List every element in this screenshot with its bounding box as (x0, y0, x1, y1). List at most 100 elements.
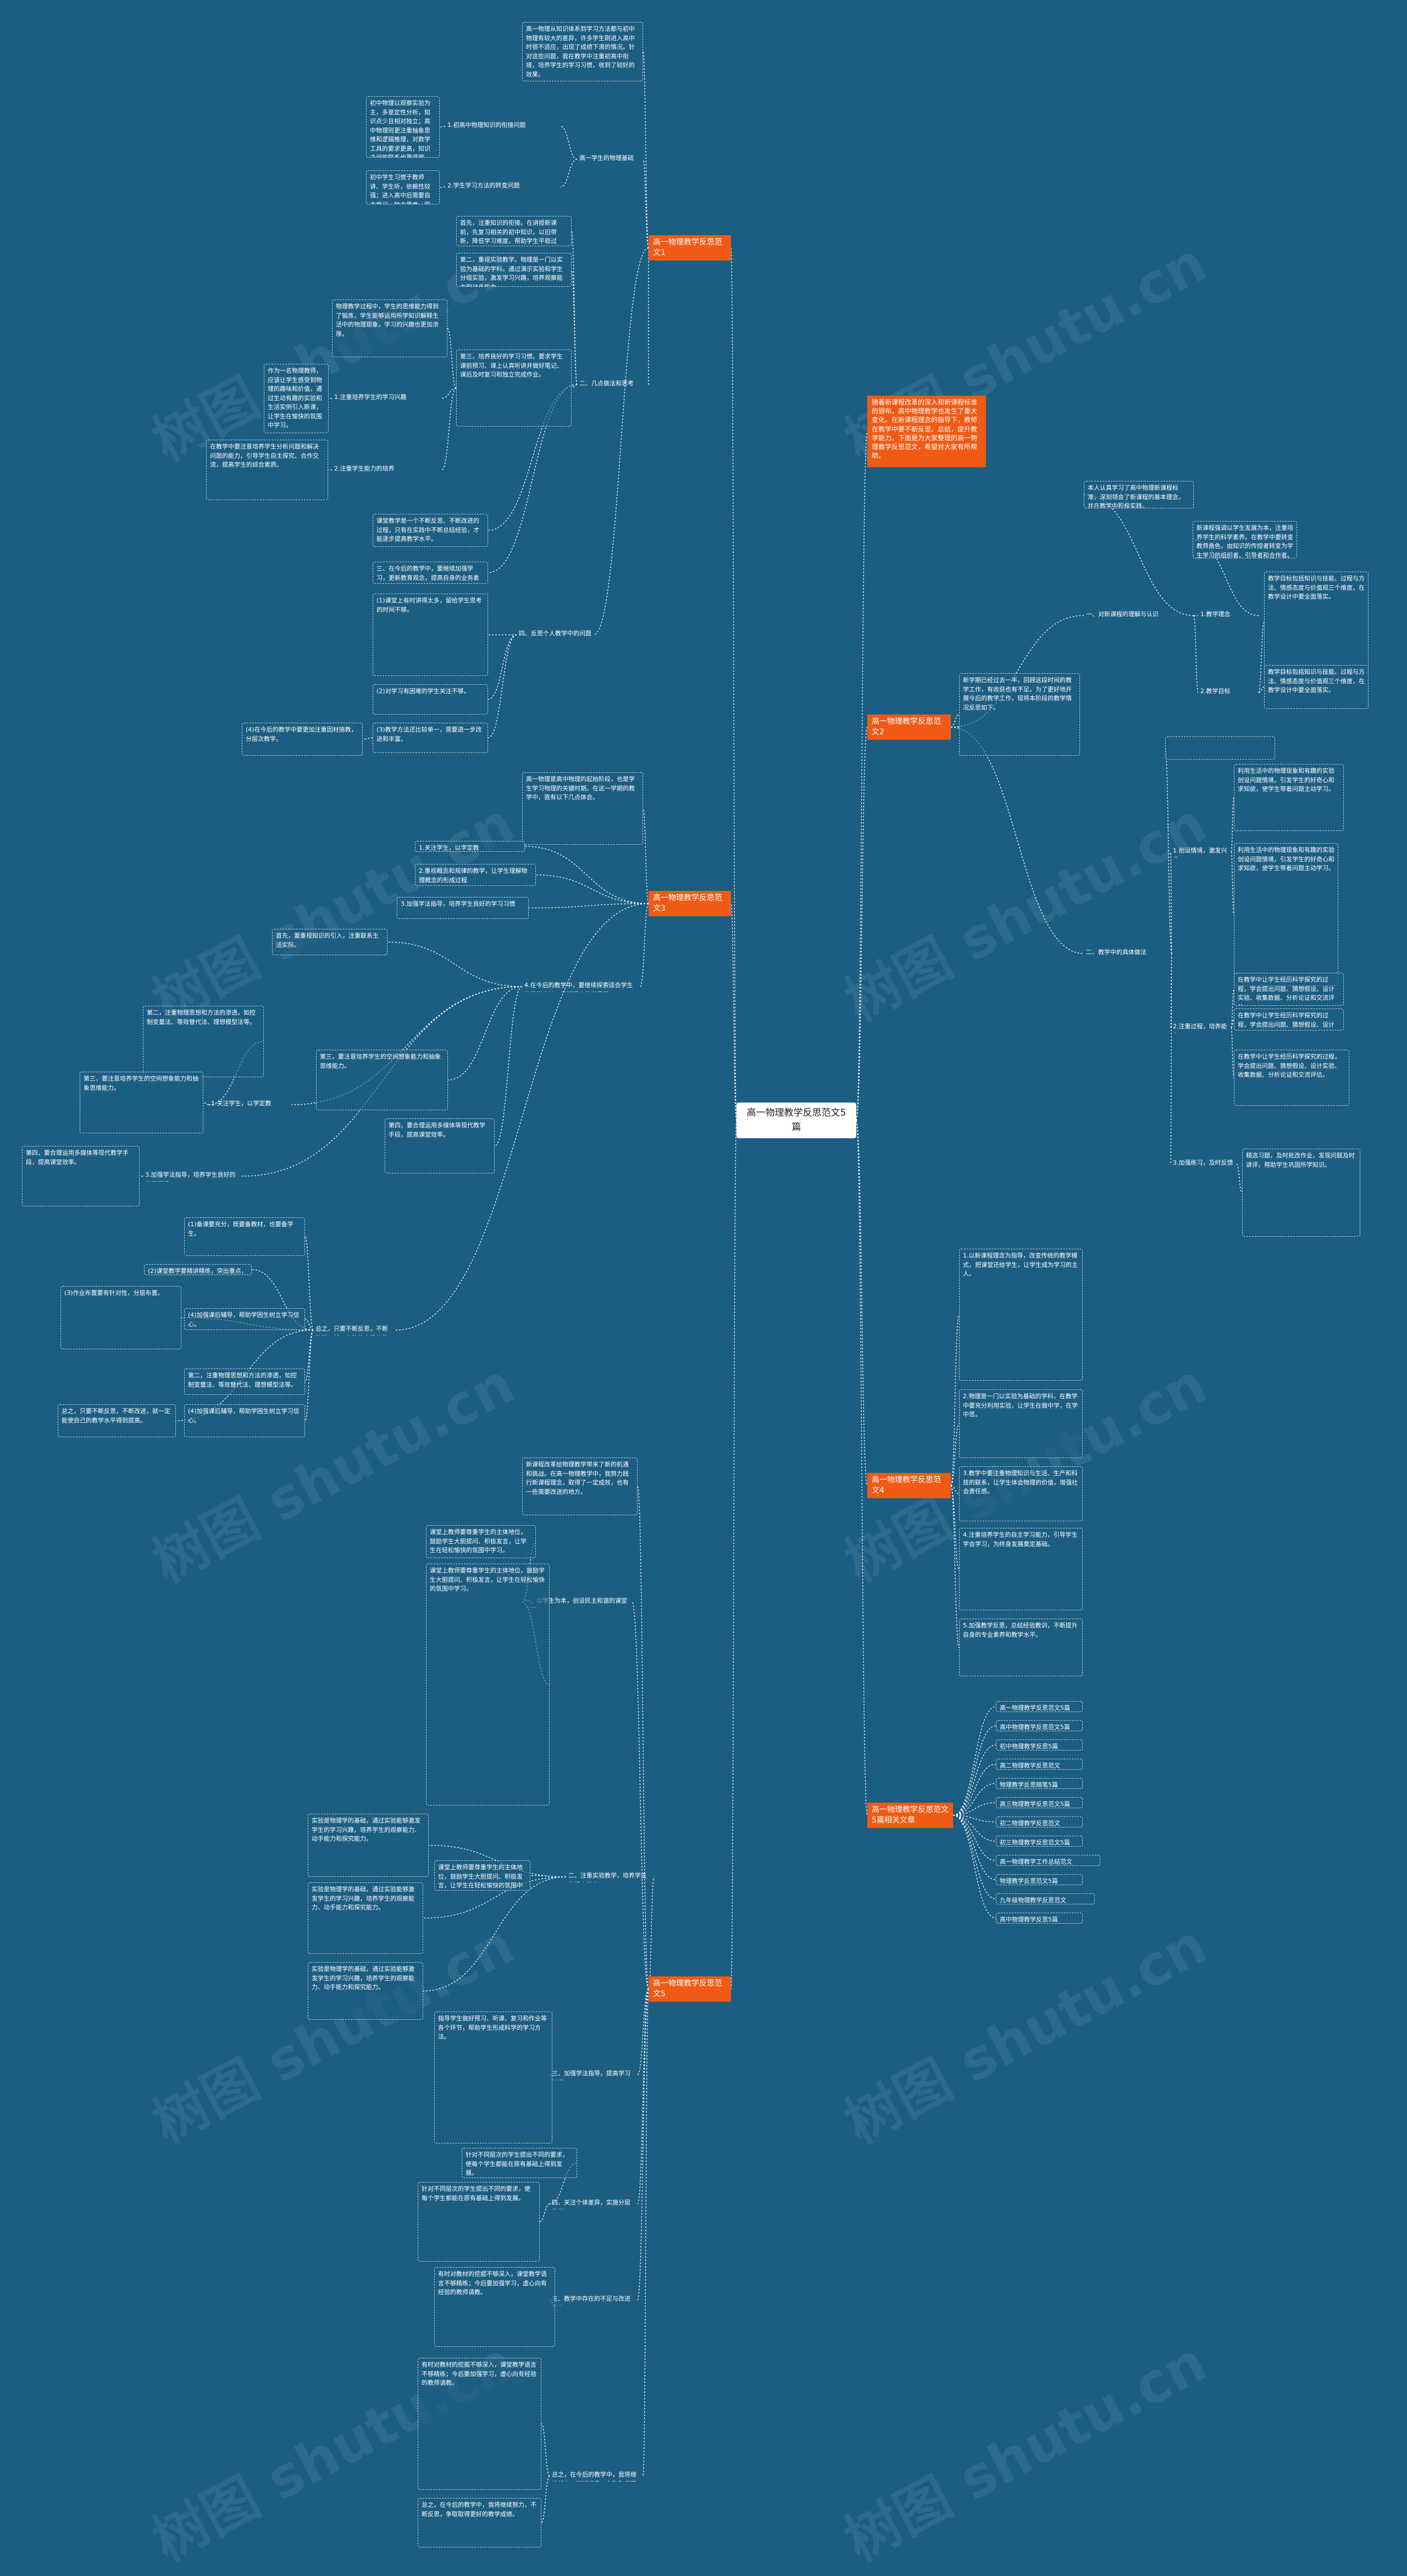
s3-end-2[interactable]: (4)加强课后辅导，帮助学困生树立学习信心。 (184, 1404, 305, 1437)
s2-heading-2-text[interactable]: 新课程强调以学生发展为本，注重培养学生的科学素养。在教学中要转变教师角色，由知识… (1193, 521, 1297, 558)
s1-branch-1[interactable]: 1.初高中物理知识的衔接问题 (447, 121, 526, 129)
s3-question-4[interactable]: 第四，要合理运用多媒体等现代教学手段，提高课堂效率。 (385, 1118, 495, 1173)
related-item[interactable]: 高一物理教学工作总结范文 (996, 1855, 1100, 1866)
s1-way-6[interactable]: 2.注重学生能力的培养 (334, 465, 395, 472)
s4-point-2[interactable]: 2.物理是一门以实验为基础的学科，在教学中要充分利用实验，让学生在做中学，在学中… (959, 1389, 1083, 1458)
s5-heading-2-text[interactable]: 实验是物理学的基础，通过实验能够激发学生的学习兴趣，培养学生的观察能力、动手能力… (308, 1814, 429, 1877)
s2-heading-4a-text[interactable]: 利用生活中的物理现象和有趣的实验创设问题情境，引发学生的好奇心和求知欲，使学生带… (1234, 764, 1344, 831)
s5-end-detail[interactable]: 总之，在今后的教学中，我将继续努力，不断反思，争取取得更好的教学成绩。 (418, 2498, 541, 2547)
s1-note-2[interactable]: 三、在今后的教学中，要继续加强学习，更新教育观念，提高自身的业务素质，努力使自己… (373, 562, 488, 584)
s1-branch-1-text[interactable]: 初中物理以观察实验为主，多是定性分析，知识点少且相对独立；高中物理则更注重抽象思… (366, 96, 440, 158)
s3-intro[interactable]: 高一物理是高中物理的起始阶段，也是学生学习物理的关键时期。在这一学期的教学中，我… (522, 772, 643, 845)
s5-heading-4-detail[interactable]: 针对不同层次的学生提出不同的要求，使每个学生都能在原有基础上得到发展。 (418, 2182, 540, 2262)
related-item[interactable]: 高中物理教学反思5篇 (996, 1913, 1083, 1924)
s2-heading-3-text[interactable]: 教学目标包括知识与技能、过程与方法、情感态度与价值观三个维度，在教学设计中要全面… (1264, 572, 1369, 673)
s3-point-1[interactable]: 1.关注学生，以学定教 (415, 841, 525, 852)
s5-end-text[interactable]: 有时对教材的挖掘不够深入，课堂教学语言不够精练；今后要加强学习，虚心向有经验的教… (418, 2358, 541, 2490)
s3-sub-2-text[interactable]: 第四，要合理运用多媒体等现代教学手段，提高课堂效率。 (22, 1146, 140, 1206)
s3-sub-1-text[interactable]: 第三，要注意培养学生的空间想象能力和抽象思维能力。 (80, 1072, 203, 1133)
related-item[interactable]: 物理教学反思范文5篇 (996, 1874, 1083, 1885)
s5-heading-4-text[interactable]: 针对不同层次的学生提出不同的要求，使每个学生都能在原有基础上得到发展。 (462, 2148, 577, 2178)
related-item[interactable]: 九年级物理教学反思范文 (996, 1893, 1095, 1904)
s2-heading-4c[interactable]: 3.加强练习，及时反馈 (1173, 1159, 1233, 1166)
s3-question-3[interactable]: 第三，要注意培养学生的空间想象能力和抽象思维能力。 (316, 1050, 448, 1110)
s5-heading-5[interactable]: 五、教学中存在的不足与改进措施 (552, 2295, 630, 2306)
s5-heading-3-text[interactable]: 指导学生做好预习、听课、复习和作业等各个环节，帮助学生形成科学的学习方法。 (434, 2012, 552, 2143)
s3-reflect-3[interactable]: (3)作业布置要有针对性，分层布置。 (60, 1286, 181, 1349)
s3-reflect-heading[interactable]: 总之，只要不断反思，不断改进，就一定能使自己的教学水平得到提高。 (315, 1325, 388, 1336)
s5-heading-2-more[interactable]: 实验是物理学的基础，通过实验能够激发学生的学习兴趣，培养学生的观察能力、动手能力… (308, 1962, 423, 2020)
s1-way-3[interactable]: 第三，培养良好的学习习惯。要求学生课前预习、课上认真听讲并做好笔记、课后及时复习… (456, 350, 572, 426)
s2-heading-3-detail[interactable]: 教学目标包括知识与技能、过程与方法、情感态度与价值观三个维度，在教学设计中要全面… (1264, 665, 1369, 709)
s2-intro[interactable]: 新学期已经过去一半，回顾这段时间的教学工作，有收获也有不足。为了更好地开展今后的… (959, 673, 1080, 756)
s2-heading-4b-text[interactable]: 在教学中让学生经历科学探究的过程，学会提出问题、猜想假设、设计实验、收集数据、分… (1234, 973, 1344, 1006)
s2-heading-4-text[interactable] (1165, 736, 1275, 760)
s5-heading-4[interactable]: 四、关注个体差异，实施分层教学 (552, 2199, 630, 2209)
s1-intro[interactable]: 高一物理从知识体系到学习方法都与初中物理有较大的差异，许多学生刚进入高中时很不适… (522, 22, 643, 81)
related-item[interactable]: 高中物理教学反思范文5篇 (996, 1720, 1083, 1731)
s1-reflect-2[interactable]: (2)对学习有困难的学生关注不够。 (373, 684, 488, 714)
s3-reflect-1[interactable]: (1)备课要充分，既要备教材，也要备学生。 (184, 1217, 305, 1256)
s3-point-3[interactable]: 3.加强学法指导，培养学生良好的学习习惯 (397, 897, 529, 919)
s3-reflect-5[interactable]: 第二，注重物理思想和方法的渗透，如控制变量法、等效替代法、理想模型法等。 (184, 1369, 305, 1395)
root-topic[interactable]: 高一物理教学反思范文5篇 (736, 1103, 856, 1138)
s4-point-1[interactable]: 1.以新课程理念为指导，改变传统的教学模式，把课堂还给学生，让学生成为学习的主人… (959, 1249, 1083, 1381)
s1-heading[interactable]: 高一学生的物理基础 (579, 154, 634, 162)
section-3-title[interactable]: 高一物理教学反思范文3 (649, 891, 731, 916)
s1-way-5[interactable]: 1.注重培养学生的学习兴趣 (334, 394, 407, 401)
s3-reflect-2[interactable]: (2)课堂教学要精讲精练，突出重点，突破难点。 (144, 1264, 252, 1275)
s2-heading-4b[interactable]: 2.注重过程，培养能力 (1173, 1023, 1227, 1033)
s3-sub-2[interactable]: 3.加强学法指导，培养学生良好的学习习惯 (145, 1171, 236, 1182)
section-4-title[interactable]: 高一物理教学反思范文4 (867, 1473, 951, 1498)
s5-heading-2-detail[interactable]: 实验是物理学的基础，通过实验能够激发学生的学习兴趣，培养学生的观察能力、动手能力… (308, 1882, 423, 1954)
related-item[interactable]: 初中物理教学反思5篇 (996, 1740, 1083, 1750)
s1-ways-heading[interactable]: 二、几点做法和思考 (579, 380, 634, 387)
s1-way-5-text[interactable]: 作为一名物理教师，应该让学生感受到物理的趣味和价值，通过生动有趣的实验和生活实例… (264, 364, 329, 433)
related-item[interactable]: 高二物理教学反思范文 (996, 1759, 1083, 1770)
s1-reflect-1[interactable]: (1)课堂上有时讲得太多，留给学生思考的时间不够。 (373, 594, 488, 676)
s1-way-1[interactable]: 首先，注重知识的衔接。在讲授新课前，先复习相关的初中知识，以旧带新，降低学习难度… (456, 216, 572, 246)
s4-point-4[interactable]: 4.注重培养学生的自主学习能力，引导学生学会学习，为终身发展奠定基础。 (959, 1528, 1083, 1610)
s5-heading-5-text[interactable]: 有时对教材的挖掘不够深入，课堂教学语言不够精练；今后要加强学习，虚心向有经验的教… (434, 2267, 555, 2347)
s3-point-2[interactable]: 2.重视概念和规律的教学，让学生理解物理概念的形成过程 (415, 864, 536, 886)
section-1-title[interactable]: 高一物理教学反思范文1 (649, 235, 731, 261)
s1-branch-2-text[interactable]: 初中学生习惯于教师讲、学生听，依赖性较强；进入高中后需要自主学习、独立思考，很多… (366, 170, 440, 204)
s1-reflect-4[interactable]: (4)在今后的教学中要更加注重因材施教，分层次教学。 (242, 723, 363, 756)
s1-way-4[interactable]: 物理教学过程中，学生的思维能力得到了锻炼，学生能够运用所学知识解释生活中的物理现… (332, 300, 447, 357)
related-item[interactable]: 高三物理教学反思范文5篇 (996, 1797, 1083, 1808)
s3-reflect-4[interactable]: (4)加强课后辅导，帮助学困生树立学习信心。 (184, 1308, 305, 1330)
intro-note[interactable]: 随着新课程改革的深入和新课程标准的颁布，高中物理教学也发生了重大变化。在新课程理… (867, 396, 986, 467)
s3-end[interactable]: 总之，只要不断反思，不断改进，就一定能使自己的教学水平得到提高。 (58, 1404, 176, 1437)
s1-way-6-text[interactable]: 在教学中要注意培养学生分析问题和解决问题的能力，引导学生自主探究、合作交流，提高… (206, 440, 328, 500)
s5-intro[interactable]: 新课程改革给物理教学带来了新的机遇和挑战。在高一物理教学中，我努力践行新课程理念… (522, 1458, 638, 1515)
s5-heading-1-text[interactable]: 课堂上教师要尊重学生的主体地位，鼓励学生大胆提问、积极发言，让学生在轻松愉快的氛… (426, 1525, 536, 1558)
s2-heading-4c-text[interactable]: 精选习题，及时批改作业，发现问题及时讲评，帮助学生巩固所学知识。 (1242, 1149, 1360, 1237)
s1-note-1[interactable]: 课堂教学是一个不断反思、不断改进的过程，只有在实践中不断总结经验，才能逐步提高教… (373, 514, 488, 547)
s2-heading-4b-more[interactable]: 在教学中让学生经历科学探究的过程，学会提出问题、猜想假设、设计实验、收集数据、分… (1234, 1050, 1349, 1106)
related-item[interactable]: 初二物理教学反思范文 (996, 1816, 1083, 1827)
s3-question-2[interactable]: 第二，注重物理思想和方法的渗透，如控制变量法、等效替代法、理想模型法等。 (143, 1006, 264, 1077)
s4-point-5[interactable]: 5.加强教学反思，总结经验教训，不断提升自身的专业素养和教学水平。 (959, 1619, 1083, 1676)
s2-heading-1[interactable]: 一、对新课程的理解与认识 (1086, 611, 1159, 618)
s3-heading[interactable]: 4.在今后的教学中，要继续探索适合学生的教学方法，不断提高教学质量。 (524, 982, 633, 992)
s2-heading-3[interactable]: 2.教学目标 (1200, 688, 1231, 695)
s5-end-heading[interactable]: 总之，在今后的教学中，我将继续努力，不断反思，争取取得更好的教学成绩。 (552, 2471, 636, 2481)
s2-heading-4[interactable]: 二、教学中的具体做法 (1086, 949, 1146, 956)
related-item[interactable]: 物理教学反思随笔5篇 (996, 1778, 1083, 1789)
s5-heading-1-detail[interactable]: 课堂上教师要尊重学生的主体地位，鼓励学生大胆提问、积极发言，让学生在轻松愉快的氛… (426, 1564, 550, 1805)
s1-reflect-3[interactable]: (3)教学方法还比较单一，需要进一步改进和丰富。 (373, 723, 488, 753)
s1-branch-2[interactable]: 2.学生学习方法的转变问题 (447, 182, 520, 189)
related-item[interactable]: 高一物理教学反思范文5篇 (996, 1701, 1083, 1712)
s1-way-2[interactable]: 第二，重视实验教学。物理是一门以实验为基础的学科，通过演示实验和学生分组实验，激… (456, 253, 572, 287)
s2-heading-1-text[interactable]: 本人认真学习了高中物理新课程标准，深刻领会了新课程的基本理念，并在教学中积极实践… (1084, 481, 1194, 508)
s3-question-1[interactable]: 首先，要重视知识的引入，注重联系生活实际。 (272, 929, 387, 955)
s3-sub-1[interactable]: 1.关注学生，以学定教 (211, 1100, 272, 1107)
s2-heading-4a[interactable]: 1.创设情境，激发兴趣 (1173, 847, 1227, 857)
s5-heading-3[interactable]: 三、加强学法指导，提高学习效率 (552, 2070, 630, 2080)
s2-heading-2[interactable]: 1.教学理念 (1200, 611, 1231, 618)
s5-heading-2[interactable]: 二、注重实验教学，培养学生的探究能力 (568, 1872, 647, 1882)
section-related-title[interactable]: 高一物理教学反思范文5篇相关文章 (867, 1803, 953, 1828)
s4-point-3[interactable]: 3.教学中要注重物理知识与生活、生产和科技的联系，让学生体会物理的价值，增强社会… (959, 1466, 1083, 1521)
s2-heading-4a-detail[interactable]: 利用生活中的物理现象和有趣的实验创设问题情境，引发学生的好奇心和求知欲，使学生带… (1234, 843, 1338, 986)
section-5-title[interactable]: 高一物理教学反思范文5 (649, 1976, 731, 2002)
